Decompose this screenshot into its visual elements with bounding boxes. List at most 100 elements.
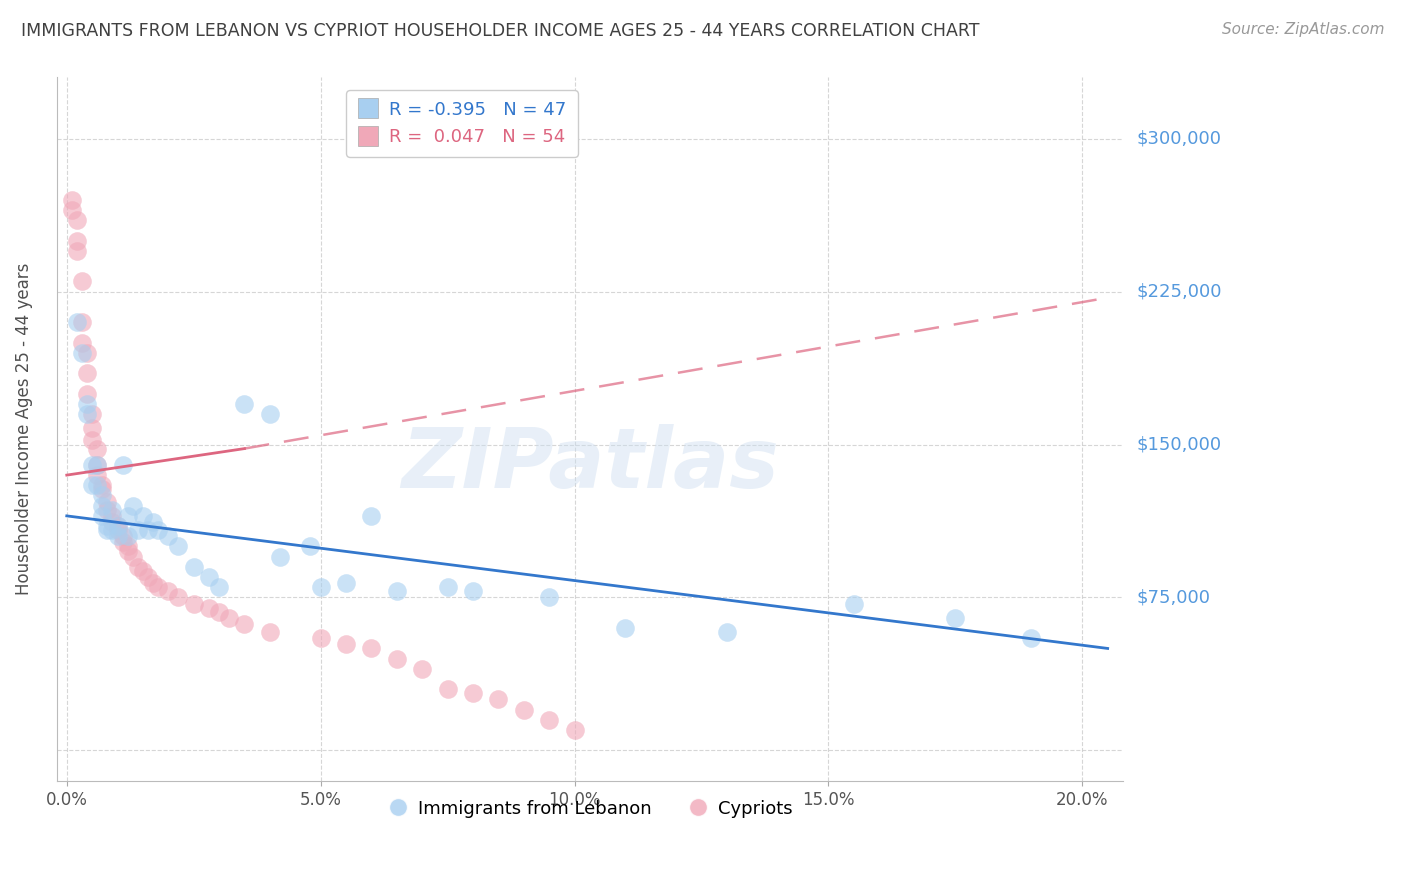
- Point: [183, 560, 205, 574]
- Point: [335, 637, 357, 651]
- Point: [66, 234, 89, 248]
- Point: [91, 488, 114, 502]
- Point: [70, 274, 93, 288]
- Point: [436, 682, 458, 697]
- Point: [107, 519, 129, 533]
- Point: [117, 529, 139, 543]
- Point: [117, 540, 139, 554]
- Point: [146, 580, 169, 594]
- Text: $225,000: $225,000: [1137, 283, 1222, 301]
- Point: [142, 515, 165, 529]
- Point: [107, 519, 129, 533]
- Point: [411, 662, 433, 676]
- Point: [269, 549, 291, 564]
- Point: [76, 407, 98, 421]
- Point: [107, 523, 129, 537]
- Point: [538, 591, 561, 605]
- Point: [486, 692, 509, 706]
- Point: [117, 543, 139, 558]
- Point: [60, 193, 83, 207]
- Point: [111, 535, 134, 549]
- Point: [111, 458, 134, 472]
- Point: [111, 529, 134, 543]
- Point: [76, 366, 98, 380]
- Point: [82, 434, 104, 448]
- Point: [76, 386, 98, 401]
- Point: [82, 421, 104, 435]
- Text: ZIPatlas: ZIPatlas: [401, 424, 779, 505]
- Text: $300,000: $300,000: [1137, 129, 1222, 147]
- Point: [167, 540, 190, 554]
- Point: [360, 641, 382, 656]
- Point: [132, 508, 155, 523]
- Point: [1021, 632, 1043, 646]
- Point: [91, 499, 114, 513]
- Point: [513, 703, 536, 717]
- Point: [157, 584, 180, 599]
- Point: [461, 584, 484, 599]
- Point: [259, 407, 281, 421]
- Point: [107, 529, 129, 543]
- Point: [91, 478, 114, 492]
- Point: [385, 651, 408, 665]
- Point: [146, 523, 169, 537]
- Legend: Immigrants from Lebanon, Cypriots: Immigrants from Lebanon, Cypriots: [380, 792, 800, 825]
- Point: [96, 502, 118, 516]
- Point: [436, 580, 458, 594]
- Point: [70, 315, 93, 329]
- Point: [96, 523, 118, 537]
- Point: [309, 580, 332, 594]
- Text: IMMIGRANTS FROM LEBANON VS CYPRIOT HOUSEHOLDER INCOME AGES 25 - 44 YEARS CORRELA: IMMIGRANTS FROM LEBANON VS CYPRIOT HOUSE…: [21, 22, 980, 40]
- Point: [70, 345, 93, 359]
- Point: [943, 611, 966, 625]
- Point: [461, 686, 484, 700]
- Point: [360, 508, 382, 523]
- Point: [76, 397, 98, 411]
- Point: [309, 632, 332, 646]
- Text: Source: ZipAtlas.com: Source: ZipAtlas.com: [1222, 22, 1385, 37]
- Point: [614, 621, 637, 635]
- Point: [121, 499, 143, 513]
- Point: [86, 442, 108, 456]
- Point: [60, 202, 83, 217]
- Point: [101, 523, 124, 537]
- Point: [335, 576, 357, 591]
- Point: [218, 611, 240, 625]
- Text: $150,000: $150,000: [1137, 435, 1222, 453]
- Point: [66, 315, 89, 329]
- Point: [117, 508, 139, 523]
- Point: [86, 458, 108, 472]
- Text: $75,000: $75,000: [1137, 589, 1211, 607]
- Point: [96, 494, 118, 508]
- Point: [127, 523, 149, 537]
- Point: [96, 519, 118, 533]
- Point: [299, 540, 322, 554]
- Point: [538, 713, 561, 727]
- Point: [136, 570, 159, 584]
- Point: [208, 605, 231, 619]
- Point: [70, 335, 93, 350]
- Point: [183, 597, 205, 611]
- Point: [259, 625, 281, 640]
- Point: [198, 570, 221, 584]
- Point: [66, 213, 89, 227]
- Point: [101, 502, 124, 516]
- Point: [86, 458, 108, 472]
- Point: [233, 617, 256, 632]
- Point: [76, 345, 98, 359]
- Point: [167, 591, 190, 605]
- Y-axis label: Householder Income Ages 25 - 44 years: Householder Income Ages 25 - 44 years: [15, 263, 32, 595]
- Point: [385, 584, 408, 599]
- Point: [233, 397, 256, 411]
- Point: [101, 508, 124, 523]
- Point: [136, 523, 159, 537]
- Point: [82, 458, 104, 472]
- Point: [132, 564, 155, 578]
- Point: [716, 625, 738, 640]
- Point: [127, 560, 149, 574]
- Point: [101, 515, 124, 529]
- Point: [142, 576, 165, 591]
- Point: [86, 478, 108, 492]
- Point: [564, 723, 586, 737]
- Point: [66, 244, 89, 258]
